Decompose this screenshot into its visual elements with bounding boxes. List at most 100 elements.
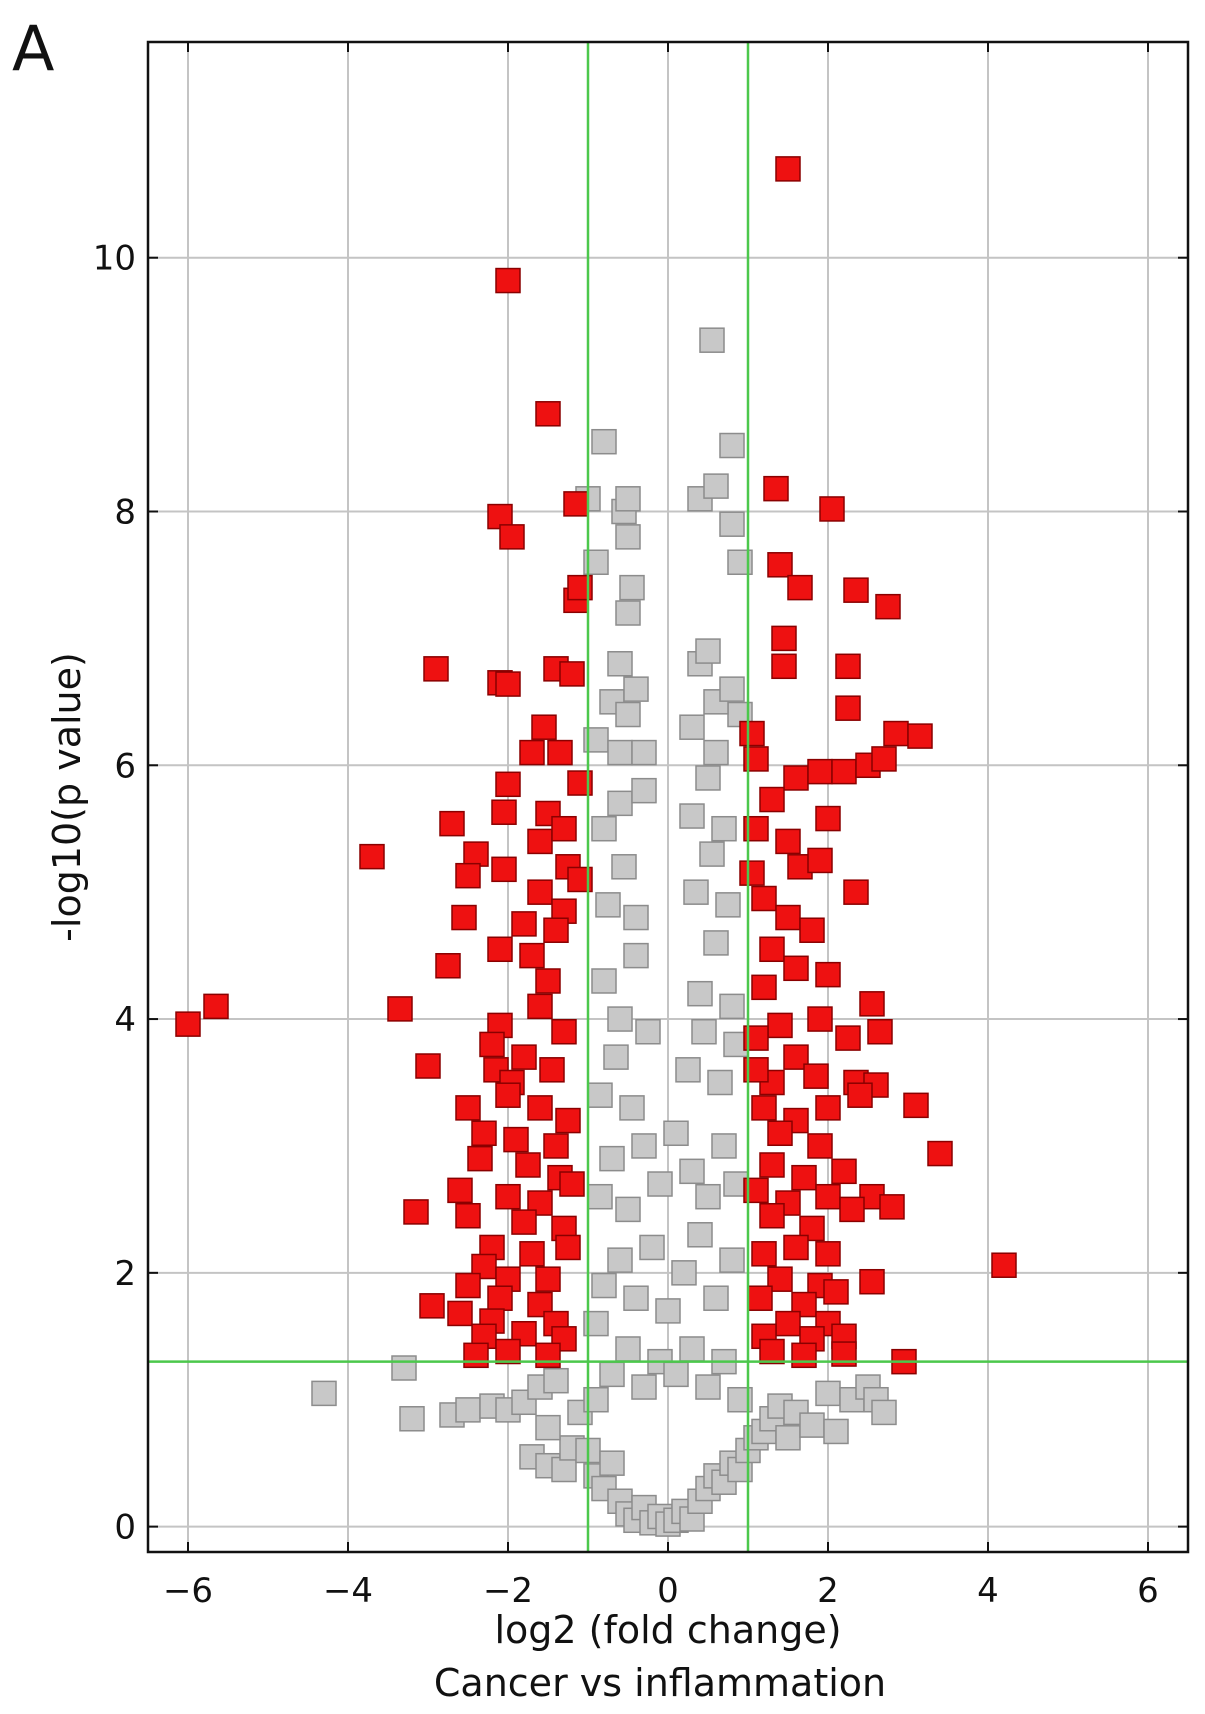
point-significant xyxy=(495,1082,521,1108)
point-significant xyxy=(751,1095,777,1121)
point-not-significant xyxy=(711,1133,737,1159)
point-not-significant xyxy=(623,676,649,702)
point-not-significant xyxy=(603,1044,629,1070)
point-significant xyxy=(543,1133,569,1159)
point-significant xyxy=(739,860,765,886)
point-significant xyxy=(831,1158,857,1185)
point-significant xyxy=(563,491,589,517)
point-significant xyxy=(511,1209,537,1235)
point-not-significant xyxy=(695,638,721,664)
y-tick-label: 8 xyxy=(114,492,136,532)
point-not-significant xyxy=(311,1380,337,1407)
y-tick-label: 6 xyxy=(114,746,136,786)
point-significant xyxy=(859,991,885,1017)
point-not-significant xyxy=(607,739,633,766)
point-significant xyxy=(815,1183,841,1210)
point-significant xyxy=(511,911,537,937)
point-not-significant xyxy=(719,993,745,1020)
point-not-significant xyxy=(599,1450,625,1476)
point-not-significant xyxy=(615,701,641,728)
point-not-significant xyxy=(623,904,649,931)
point-not-significant xyxy=(611,854,637,880)
point-not-significant xyxy=(679,714,705,740)
point-significant xyxy=(775,1310,801,1337)
point-not-significant xyxy=(615,524,641,550)
point-not-significant xyxy=(615,486,641,512)
point-not-significant xyxy=(543,1367,569,1394)
point-not-significant xyxy=(587,1082,613,1108)
point-significant xyxy=(847,1082,873,1108)
point-significant xyxy=(535,401,561,427)
point-significant xyxy=(767,552,793,578)
point-significant xyxy=(499,524,525,550)
point-not-significant xyxy=(635,1018,661,1045)
point-significant xyxy=(487,1285,513,1311)
point-significant xyxy=(527,1291,553,1318)
point-significant xyxy=(759,1152,785,1178)
point-significant xyxy=(527,1095,553,1121)
point-significant xyxy=(175,1011,201,1037)
point-significant xyxy=(839,1196,865,1223)
point-not-significant xyxy=(599,1361,625,1388)
point-significant xyxy=(835,653,861,680)
point-not-significant xyxy=(511,1389,537,1416)
axis-ticks: −6 −4 −2 0 2 4 6 0 2 4 6 8 10 xyxy=(93,42,1188,1611)
point-significant xyxy=(387,996,413,1022)
y-tick-label: 0 xyxy=(114,1508,136,1548)
point-significant xyxy=(831,758,857,785)
point-significant xyxy=(359,843,385,870)
point-not-significant xyxy=(591,1272,617,1299)
point-significant xyxy=(415,1053,441,1079)
point-significant xyxy=(803,1063,829,1089)
x-tick-label: 2 xyxy=(817,1571,839,1611)
point-significant xyxy=(495,1338,521,1365)
point-significant xyxy=(559,661,585,687)
point-significant xyxy=(791,1342,817,1369)
point-significant xyxy=(455,1272,481,1299)
point-not-significant xyxy=(615,1336,641,1362)
point-significant xyxy=(463,841,489,867)
y-axis-title: -log10(p value) xyxy=(45,652,89,942)
point-not-significant xyxy=(703,1285,729,1311)
point-not-significant xyxy=(871,1399,897,1426)
point-not-significant xyxy=(631,1133,657,1159)
point-significant xyxy=(771,625,797,652)
point-significant xyxy=(519,1241,545,1267)
point-not-significant xyxy=(671,1260,697,1286)
point-significant xyxy=(463,1342,489,1369)
point-significant xyxy=(491,856,517,883)
point-significant xyxy=(739,720,765,747)
point-not-significant xyxy=(699,327,725,353)
point-significant xyxy=(527,993,553,1020)
point-not-significant xyxy=(695,765,721,791)
point-not-significant xyxy=(683,879,709,905)
point-not-significant xyxy=(391,1355,417,1381)
point-significant xyxy=(907,723,933,749)
point-not-significant xyxy=(595,892,621,918)
point-significant xyxy=(819,496,845,522)
point-not-significant xyxy=(587,1183,613,1210)
point-not-significant xyxy=(675,1057,701,1083)
point-not-significant xyxy=(607,1247,633,1273)
point-significant xyxy=(927,1140,953,1167)
point-not-significant xyxy=(719,511,745,537)
point-significant xyxy=(835,695,861,721)
point-significant xyxy=(503,1126,529,1153)
point-significant xyxy=(555,1234,581,1261)
point-significant xyxy=(771,653,797,680)
point-not-significant xyxy=(639,1234,665,1261)
point-not-significant xyxy=(823,1418,849,1445)
x-tick-label: −2 xyxy=(483,1571,533,1611)
point-not-significant xyxy=(607,651,633,677)
x-tick-label: 6 xyxy=(1137,1571,1159,1611)
point-significant xyxy=(495,771,521,798)
point-not-significant xyxy=(719,432,745,459)
point-significant xyxy=(447,1177,473,1204)
point-significant xyxy=(747,1285,773,1311)
point-significant xyxy=(455,862,481,889)
point-significant xyxy=(515,1152,541,1178)
point-not-significant xyxy=(679,1158,705,1185)
point-not-significant xyxy=(703,930,729,956)
